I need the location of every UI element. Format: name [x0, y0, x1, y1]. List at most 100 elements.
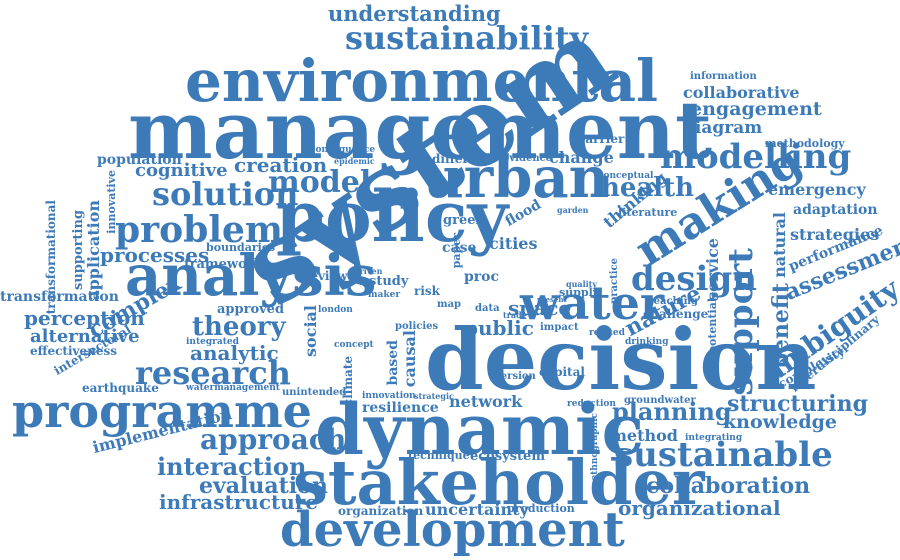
word-resilience: resilience	[362, 400, 439, 416]
word-groundwater: groundwater	[624, 395, 696, 406]
word-stakeholder: stakeholder	[293, 446, 705, 519]
word-design: design	[631, 259, 757, 299]
word-change: change	[549, 148, 614, 167]
word-impact: impact	[540, 322, 579, 333]
word-causal: causal	[400, 330, 419, 388]
word-innovation: innovation	[362, 391, 416, 401]
word-policy: policy	[276, 175, 509, 258]
word-development: development	[280, 502, 625, 558]
word-case: case	[442, 240, 477, 256]
word-cities: cities	[489, 234, 538, 253]
word-space: space	[508, 296, 572, 320]
word-ethnographic: ethnographic	[590, 413, 600, 481]
word-engagement: engagement	[690, 98, 822, 120]
word-uncertainty: uncertainty	[425, 500, 529, 519]
word-earthquake: earthquake	[82, 381, 159, 395]
word-map: map	[437, 299, 462, 310]
word-cognitive: cognitive	[135, 160, 228, 181]
word-decision: decision	[425, 310, 817, 409]
word-diagram: diagram	[683, 118, 763, 138]
word-information: information	[690, 71, 757, 82]
word-technique: technique	[408, 449, 470, 462]
word-supporting: supporting	[71, 210, 86, 290]
word-alternative: alternative	[30, 326, 140, 347]
word-review: review	[304, 269, 348, 283]
word-approved: approved	[217, 302, 285, 317]
word-unintended: unintended	[282, 387, 347, 398]
word-modelling: modelling	[660, 137, 852, 177]
word-creation: creation	[234, 153, 328, 177]
word-data: data	[475, 303, 500, 314]
word-evidence: evidence	[503, 153, 553, 164]
word-application: application	[84, 200, 103, 301]
word-quality: quality	[566, 279, 598, 289]
word-collaboration: collaboration	[646, 473, 811, 499]
word-epidemic: epidemic	[334, 156, 375, 166]
word-problem: problem	[115, 209, 283, 251]
word-planning: planning	[612, 397, 732, 426]
word-interaction: interaction	[157, 452, 307, 481]
word-trade: trade	[503, 310, 527, 320]
word-garden: garden	[557, 205, 589, 215]
word-driven: driven	[354, 266, 383, 276]
word-capital: capital	[539, 365, 585, 379]
word-production: production	[507, 502, 575, 515]
word-consequence: consequence	[310, 145, 376, 155]
word-structuring: structuring	[727, 391, 869, 417]
word-transformational: transformational	[44, 200, 58, 315]
word-proc: proc	[464, 269, 500, 285]
word-watermanagement: watermanagement	[186, 383, 280, 393]
word-integrating: integrating	[685, 433, 743, 443]
word-paper: paper	[450, 233, 463, 269]
word-understanding: understanding	[328, 1, 501, 26]
word-teaching: teaching	[649, 296, 698, 307]
word-sustainability: sustainability	[345, 19, 589, 57]
word-literature: literature	[618, 206, 678, 219]
word-potential: potential	[706, 298, 719, 354]
word-evaluation: evaluation	[199, 473, 328, 499]
word-knowledge: knowledge	[723, 411, 837, 433]
word-water: water	[520, 276, 665, 330]
word-urban: urban	[423, 145, 610, 211]
word-framework: framework	[184, 257, 263, 272]
word-london: london	[318, 305, 353, 315]
word-emergency: emergency	[768, 180, 866, 199]
word-present: present	[537, 295, 567, 304]
word-climate: climate	[341, 356, 355, 407]
word-population: population	[97, 152, 182, 168]
word-innovative: innovative	[105, 170, 118, 234]
word-reduction: reduction	[567, 399, 616, 409]
word-risk: risk	[414, 284, 440, 298]
word-barrier: barrier	[577, 132, 625, 146]
word-boundaries: boundaries	[206, 241, 276, 254]
word-service: service	[703, 238, 722, 301]
word-solution: solution	[152, 175, 299, 213]
word-version: version	[495, 371, 536, 382]
word-research: research	[135, 354, 291, 392]
word-maker: maker	[368, 290, 401, 300]
word-programme: programme	[12, 384, 312, 438]
word-drinking: drinking	[625, 337, 669, 347]
word-perception: perception	[24, 306, 145, 330]
word-analytic: analytic	[190, 341, 279, 365]
word-theory: theory	[192, 312, 286, 342]
word-conceptual: conceptual	[598, 171, 654, 181]
word-natural: natural	[770, 212, 789, 278]
word-ecosystem: ecosystem	[470, 449, 546, 464]
word-sustainable: sustainable	[614, 435, 833, 475]
word-adaptation: adaptation	[793, 202, 878, 218]
word-public: public	[464, 316, 534, 340]
word-health: health	[601, 173, 695, 203]
word-strategic: strategic	[414, 391, 454, 401]
word-transformation: transformation	[0, 289, 119, 305]
word-effectiveness: effectiveness	[30, 344, 118, 358]
word-collaborative: collaborative	[683, 83, 800, 102]
word-based: based	[385, 340, 401, 386]
word-analysis: analysis	[125, 243, 377, 309]
word-organizational: organizational	[618, 496, 781, 520]
word-integrated: integrated	[186, 337, 239, 347]
word-support: support	[721, 248, 761, 396]
word-infrastructure: infrastructure	[159, 490, 319, 514]
word-different: different	[432, 152, 491, 166]
